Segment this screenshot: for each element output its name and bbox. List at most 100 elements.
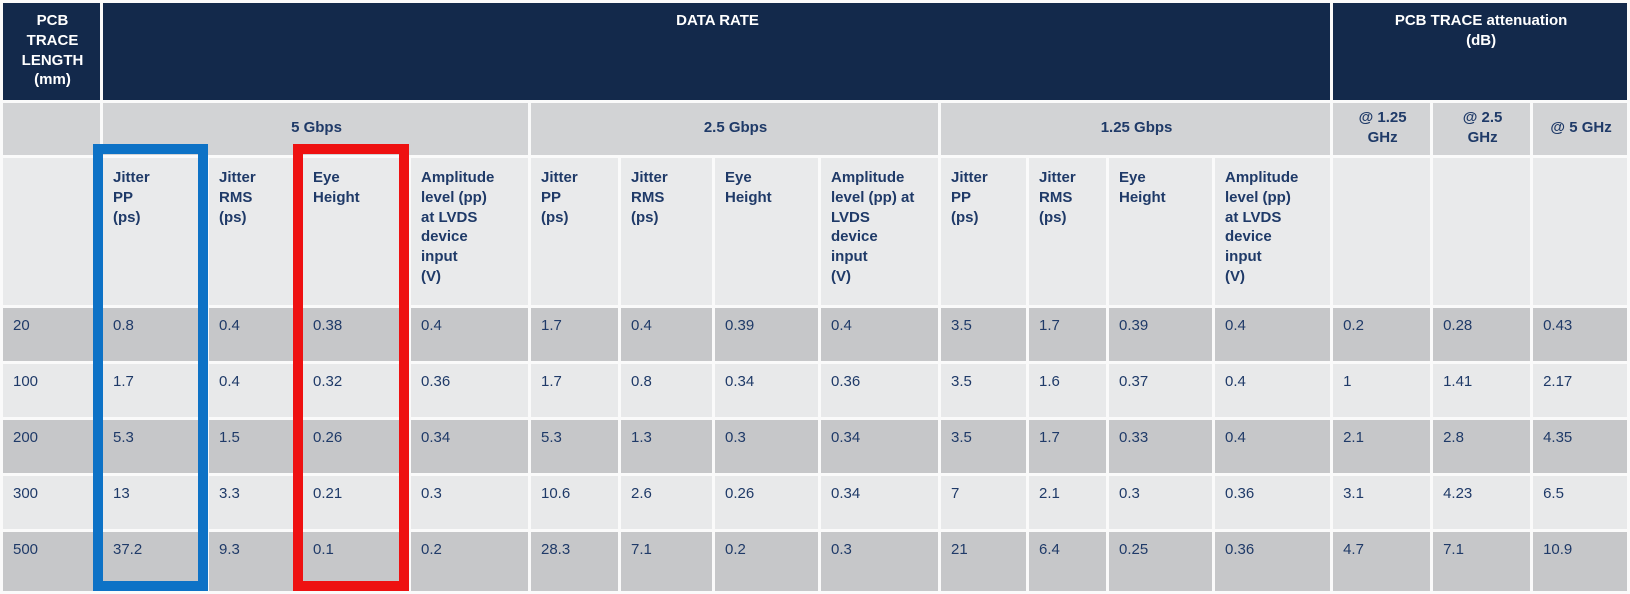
measure-column-header: Amplitude level (pp) at LVDS device inpu… (821, 158, 938, 305)
rate-group-header-row: 5 Gbps 2.5 Gbps 1.25 Gbps @ 1.25 GHz @ 2… (3, 103, 1628, 155)
value-cell: 1.5 (209, 420, 300, 473)
spacer-cell (1333, 158, 1431, 305)
value-cell: 0.4 (821, 308, 938, 361)
value-cell: 4.7 (1333, 532, 1431, 591)
value-cell: 7.1 (1433, 532, 1531, 591)
value-cell: 4.35 (1533, 420, 1628, 473)
measure-column-header: Amplitude level (pp) at LVDS device inpu… (411, 158, 528, 305)
spacer-cell (3, 103, 100, 155)
attenuation-col-header-5ghz: @ 5 GHz (1533, 103, 1628, 155)
value-cell: 1.6 (1029, 364, 1106, 417)
measure-column-header: Jitter RMS (ps) (1029, 158, 1106, 305)
value-cell: 0.39 (1109, 308, 1212, 361)
row-length-cell: 300 (3, 476, 100, 529)
red-highlight-rectangle-eye-height (293, 144, 409, 591)
value-cell: 1.3 (621, 420, 712, 473)
value-cell: 1.7 (531, 364, 618, 417)
value-cell: 0.2 (411, 532, 528, 591)
value-cell: 0.28 (1433, 308, 1531, 361)
value-cell: 0.36 (411, 364, 528, 417)
value-cell: 0.4 (209, 364, 300, 417)
measure-column-header: Eye Height (1109, 158, 1212, 305)
table-row: 200 5.3 1.5 0.26 0.34 5.3 1.3 0.3 0.34 3.5 1.7 0.33… (3, 420, 1628, 473)
measure-column-header: Jitter RMS (ps) (621, 158, 712, 305)
value-cell: 2.17 (1533, 364, 1628, 417)
value-cell: 0.3 (715, 420, 818, 473)
value-cell: 2.8 (1433, 420, 1531, 473)
value-cell: 0.33 (1109, 420, 1212, 473)
value-cell: 9.3 (209, 532, 300, 591)
value-cell: 1.7 (531, 308, 618, 361)
row-length-cell: 20 (3, 308, 100, 361)
value-cell: 0.3 (1109, 476, 1212, 529)
pcb-trace-length-header: PCB TRACE LENGTH (mm) (3, 3, 100, 100)
data-rate-header: DATA RATE (103, 3, 1331, 100)
title-header-row: PCB TRACE LENGTH (mm) DATA RATE PCB TRAC… (3, 3, 1628, 100)
value-cell: 1.7 (103, 364, 206, 417)
table-row: 300 13 3.3 0.21 0.3 10.6 2.6 0.26 0.34 7 2.1 0.3 0.3… (3, 476, 1628, 529)
value-cell: 0.26 (715, 476, 818, 529)
value-cell: 0.4 (621, 308, 712, 361)
value-cell: 0.34 (821, 420, 938, 473)
row-length-cell: 200 (3, 420, 100, 473)
value-cell: 0.38 (303, 308, 408, 361)
table-row: 500 37.2 9.3 0.1 0.2 28.3 7.1 0.2 0.3 21 6.4 0.25 0.… (3, 532, 1628, 591)
value-cell: 2.1 (1029, 476, 1106, 529)
value-cell: 0.34 (411, 420, 528, 473)
value-cell: 21 (941, 532, 1026, 591)
measure-column-header: Jitter RMS (ps) (209, 158, 300, 305)
value-cell: 3.3 (209, 476, 300, 529)
value-cell: 3.5 (941, 308, 1026, 361)
table-body: 20 0.8 0.4 0.38 0.4 1.7 0.4 0.39 0.4 3.5 1.7 0.39 0.… (3, 308, 1628, 591)
attenuation-col-header-2p5ghz: @ 2.5 GHz (1433, 103, 1531, 155)
attenuation-header: PCB TRACE attenuation (dB) (1333, 3, 1628, 100)
row-length-cell: 100 (3, 364, 100, 417)
value-cell: 0.4 (1215, 364, 1331, 417)
measure-column-header: Eye Height (715, 158, 818, 305)
spacer-cell (1433, 158, 1531, 305)
value-cell: 0.3 (411, 476, 528, 529)
row-length-cell: 500 (3, 532, 100, 591)
value-cell: 7.1 (621, 532, 712, 591)
value-cell: 0.37 (1109, 364, 1212, 417)
value-cell: 0.32 (303, 364, 408, 417)
value-cell: 0.43 (1533, 308, 1628, 361)
value-cell: 6.4 (1029, 532, 1106, 591)
value-cell: 0.4 (1215, 420, 1331, 473)
table-row: 20 0.8 0.4 0.38 0.4 1.7 0.4 0.39 0.4 3.5 1.7 0.39 0.… (3, 308, 1628, 361)
value-cell: 0.2 (1333, 308, 1431, 361)
value-cell: 1.7 (1029, 420, 1106, 473)
value-cell: 13 (103, 476, 206, 529)
value-cell: 28.3 (531, 532, 618, 591)
value-cell: 5.3 (531, 420, 618, 473)
value-cell: 2.6 (621, 476, 712, 529)
blue-highlight-rectangle-jitter-pp (93, 144, 208, 591)
value-cell: 0.4 (209, 308, 300, 361)
value-cell: 0.39 (715, 308, 818, 361)
measure-header-row: Jitter PP (ps) Jitter RMS (ps) Eye Height A… (3, 158, 1628, 305)
table-row: 100 1.7 0.4 0.32 0.36 1.7 0.8 0.34 0.36 3.5 1.6 0.3… (3, 364, 1628, 417)
measure-column-header: Jitter PP (ps) (941, 158, 1026, 305)
value-cell: 7 (941, 476, 1026, 529)
value-cell: 0.4 (411, 308, 528, 361)
value-cell: 1 (1333, 364, 1431, 417)
value-cell: 0.34 (821, 476, 938, 529)
value-cell: 4.23 (1433, 476, 1531, 529)
value-cell: 0.8 (621, 364, 712, 417)
value-cell: 0.34 (715, 364, 818, 417)
value-cell: 10.6 (531, 476, 618, 529)
value-cell: 0.2 (715, 532, 818, 591)
value-cell: 1.7 (1029, 308, 1106, 361)
value-cell: 0.3 (821, 532, 938, 591)
measure-column-header: Jitter PP (ps) (103, 158, 206, 305)
measure-column-header: Eye Height (303, 158, 408, 305)
value-cell: 0.36 (1215, 532, 1331, 591)
group-header-2p5gbps: 2.5 Gbps (531, 103, 938, 155)
value-cell: 0.26 (303, 420, 408, 473)
value-cell: 0.25 (1109, 532, 1212, 591)
value-cell: 3.5 (941, 364, 1026, 417)
value-cell: 2.1 (1333, 420, 1431, 473)
spacer-cell (3, 158, 100, 305)
